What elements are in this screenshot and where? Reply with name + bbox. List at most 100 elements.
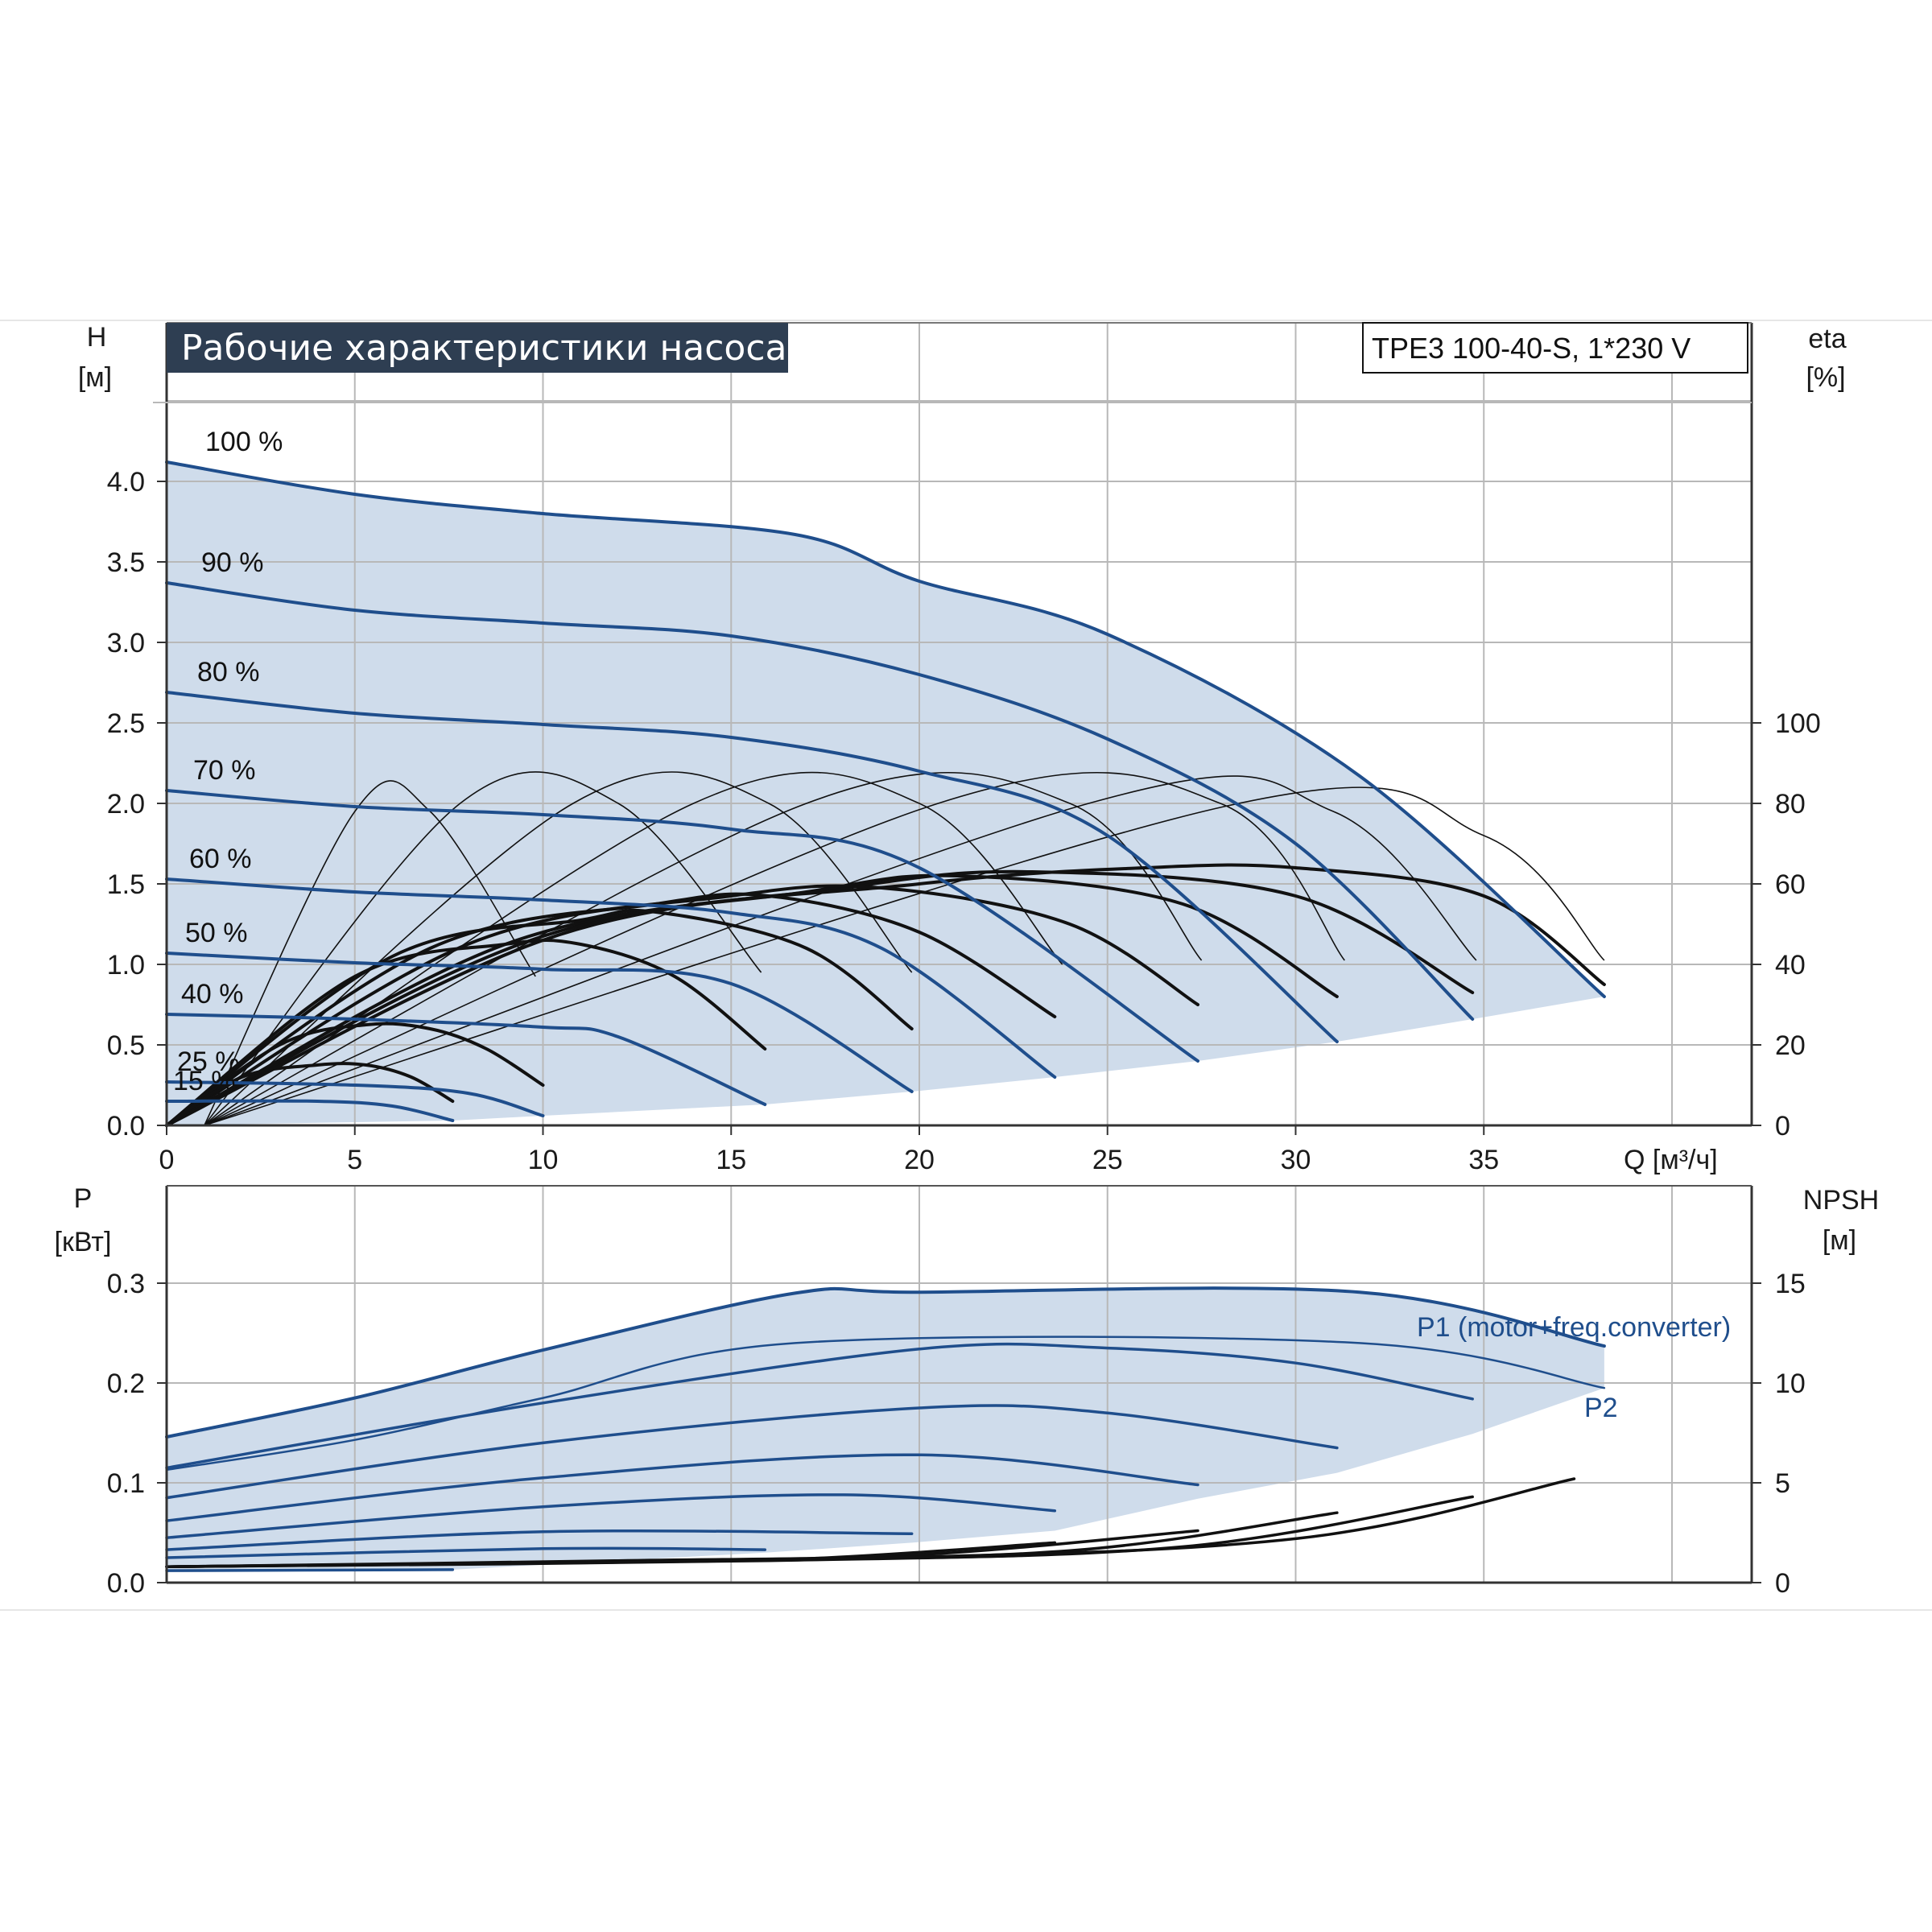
- p-axis-unit: [кВт]: [55, 1227, 112, 1257]
- q-tick-label: 10: [528, 1145, 559, 1175]
- q-tick-label: 25: [1092, 1145, 1123, 1175]
- npsh-tick-label: 0: [1775, 1568, 1790, 1599]
- q-tick-label: 5: [347, 1145, 362, 1175]
- head-curve: [165, 1099, 455, 1122]
- p-tick-label: 0.3: [107, 1269, 145, 1299]
- h-tick-label: 0.5: [107, 1030, 145, 1061]
- power-grid: [167, 1186, 1752, 1583]
- efficiency-curve: [165, 1022, 545, 1127]
- efficiency-isoline: [204, 771, 762, 1126]
- h-axis-unit: [м]: [78, 362, 112, 393]
- eta-axis-label: eta: [1808, 324, 1846, 354]
- p1-label: P1 (motor+freq.converter): [1417, 1312, 1731, 1343]
- power-curves: [165, 1286, 1606, 1572]
- p2-curve: [165, 1335, 1606, 1472]
- head-curve: [165, 1080, 545, 1117]
- power-area: [167, 1288, 1604, 1571]
- head-curve: [165, 460, 1606, 998]
- npsh-axis-label: NPSH: [1803, 1185, 1879, 1216]
- npsh-curves: [165, 1477, 1576, 1568]
- efficiency-curve: [165, 884, 1199, 1127]
- eta-tick-label: 0: [1775, 1111, 1790, 1141]
- chart-title: Рабочие характеристики насоса: [181, 328, 786, 369]
- eta-axis-unit: [%]: [1806, 362, 1845, 393]
- speed-label: 60 %: [189, 844, 252, 874]
- efficiency-curve: [165, 908, 914, 1127]
- head-curve: [165, 952, 914, 1093]
- speed-label: 40 %: [181, 979, 244, 1009]
- speed-label: 80 %: [197, 657, 260, 687]
- speed-label: 70 %: [193, 755, 256, 786]
- head-curve: [165, 789, 1199, 1063]
- head-curve: [165, 581, 1475, 1021]
- speed-labels: 100 % 90 % 80 % 70 % 60 % 50 % 40 % 25 %15 %: [173, 427, 283, 1096]
- p-tick-label: 0.1: [107, 1468, 145, 1499]
- h-tick-label: 3.0: [107, 628, 145, 658]
- speed-label: 25 %: [177, 1046, 240, 1077]
- model-box: [1362, 322, 1748, 374]
- p2-label: P2: [1584, 1393, 1618, 1423]
- p1-curve: [165, 1493, 1057, 1539]
- p1-curve: [165, 1568, 455, 1572]
- q-tick-label: 35: [1468, 1145, 1499, 1175]
- npsh-tick-label: 5: [1775, 1468, 1790, 1499]
- speed-label: 100 %: [205, 427, 283, 457]
- q-tick-label: 0: [159, 1145, 175, 1175]
- efficiency-curve: [165, 938, 767, 1127]
- efficiency-isoline: [204, 780, 536, 1126]
- h-tick-label: 0.0: [107, 1111, 145, 1141]
- efficiency-curve: [165, 1062, 455, 1127]
- p-tick-label: 0.2: [107, 1368, 145, 1399]
- head-curve: [165, 1013, 767, 1106]
- efficiency-isoline: [204, 775, 1477, 1126]
- head-curves: [165, 460, 1606, 1122]
- efficiency-isoline: [204, 771, 1063, 1126]
- eta-tick-label: 40: [1775, 950, 1806, 980]
- h-tick-label: 1.5: [107, 869, 145, 900]
- efficiency-isoline: [204, 786, 1605, 1126]
- efficiency-curve: [165, 892, 1057, 1127]
- h-tick-label: 2.0: [107, 789, 145, 819]
- p1-curve: [165, 1453, 1199, 1522]
- efficiency-isolines: [204, 771, 1605, 1126]
- npsh-tick-label: 10: [1775, 1368, 1806, 1399]
- npsh-axis-unit: [м]: [1823, 1225, 1856, 1256]
- q-tick-label: 15: [716, 1145, 746, 1175]
- p1-curve: [165, 1529, 914, 1551]
- power-area-fill: [167, 1288, 1604, 1571]
- p1-curve: [165, 1342, 1474, 1470]
- power-tick-labels: 0.0 0.1 0.2 0.3 0 5 10 15: [107, 1269, 1806, 1599]
- npsh-tick-label: 15: [1775, 1269, 1806, 1299]
- p-axis-label: P: [74, 1183, 93, 1214]
- p1-curve: [165, 1286, 1606, 1439]
- head-panel: 100 % 90 % 80 % 70 % 60 % 50 % 40 % 25 %15 % 0.…: [78, 322, 1847, 1175]
- head-tick-labels: 0.0 0.5 1.0 1.5 2.0 2.5 3.0 3.5 4.0 0 20 40 60 80 100 0…: [107, 467, 1821, 1175]
- h-tick-label: 2.5: [107, 708, 145, 739]
- power-panel: 0.0 0.1 0.2 0.3 0 5 10 15 P [кВт] NPSH [м] P1 (…: [55, 1183, 1880, 1599]
- speed-label: 15 %: [173, 1066, 236, 1096]
- h-tick-label: 4.0: [107, 467, 145, 497]
- eta-tick-label: 100: [1775, 708, 1821, 739]
- p1-curve: [165, 1546, 767, 1559]
- q-tick-label: 20: [904, 1145, 935, 1175]
- eta-tick-label: 20: [1775, 1030, 1806, 1061]
- q-axis-label: Q [м³/ч]: [1624, 1145, 1718, 1175]
- efficiency-curve: [165, 869, 1475, 1127]
- h-tick-label: 3.5: [107, 547, 145, 578]
- h-axis-label: H: [87, 322, 107, 353]
- efficiency-isoline: [204, 772, 1345, 1126]
- head-curve: [165, 691, 1339, 1043]
- title-box: [167, 323, 788, 373]
- head-curve: [165, 877, 1057, 1079]
- q-tick-label: 30: [1281, 1145, 1311, 1175]
- eta-tick-label: 60: [1775, 869, 1806, 900]
- speed-label: 50 %: [185, 918, 248, 948]
- h-tick-label: 1.0: [107, 950, 145, 980]
- power-frame: [165, 1185, 1753, 1584]
- p-tick-label: 0.0: [107, 1568, 145, 1599]
- eta-tick-label: 80: [1775, 789, 1806, 819]
- pump-model: TPE3 100-40-S, 1*230 V: [1372, 332, 1690, 365]
- npsh-curve: [165, 1477, 1576, 1568]
- p1-curve: [165, 1404, 1339, 1500]
